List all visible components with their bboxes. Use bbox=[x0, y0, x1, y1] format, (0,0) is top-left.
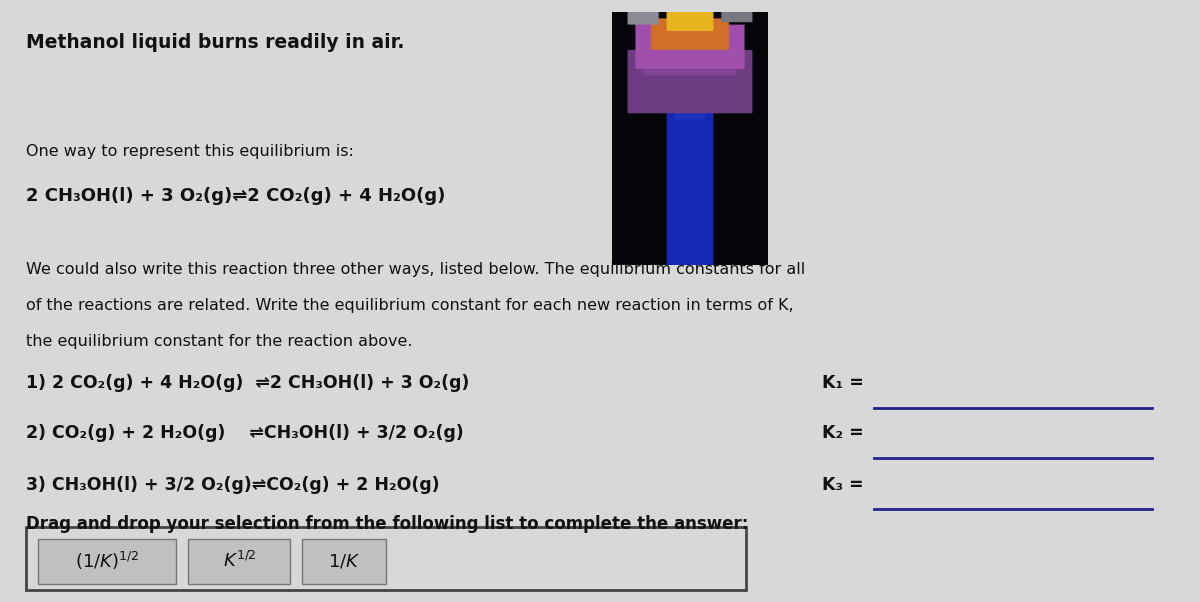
Text: 2 CH₃OH(l) + 3 O₂(g)⇌2 CO₂(g) + 4 H₂O(g): 2 CH₃OH(l) + 3 O₂(g)⇌2 CO₂(g) + 4 H₂O(g) bbox=[26, 187, 445, 205]
Text: 1) 2 CO₂(g) + 4 H₂O(g)  ⇌2 CH₃OH(l) + 3 O₂(g): 1) 2 CO₂(g) + 4 H₂O(g) ⇌2 CH₃OH(l) + 3 O… bbox=[26, 374, 469, 393]
Text: $(1/K)^{1/2}$: $(1/K)^{1/2}$ bbox=[76, 550, 139, 573]
Text: K₂ =: K₂ = bbox=[822, 424, 864, 442]
Text: $K^{1/2}$: $K^{1/2}$ bbox=[222, 551, 257, 571]
Text: Drag and drop your selection from the following list to complete the answer:: Drag and drop your selection from the fo… bbox=[26, 515, 749, 533]
Text: $1/K$: $1/K$ bbox=[328, 553, 361, 570]
Text: K₃ =: K₃ = bbox=[822, 476, 864, 494]
Text: 2) CO₂(g) + 2 H₂O(g)    ⇌CH₃OH(l) + 3/2 O₂(g): 2) CO₂(g) + 2 H₂O(g) ⇌CH₃OH(l) + 3/2 O₂(… bbox=[26, 424, 464, 442]
Text: We could also write this reaction three other ways, listed below. The equilibriu: We could also write this reaction three … bbox=[26, 262, 805, 277]
Text: Methanol liquid burns readily in air.: Methanol liquid burns readily in air. bbox=[26, 33, 404, 52]
Text: K₁ =: K₁ = bbox=[822, 374, 864, 393]
Text: 3) CH₃OH(l) + 3/2 O₂(g)⇌CO₂(g) + 2 H₂O(g): 3) CH₃OH(l) + 3/2 O₂(g)⇌CO₂(g) + 2 H₂O(g… bbox=[26, 476, 440, 494]
Text: the equilibrium constant for the reaction above.: the equilibrium constant for the reactio… bbox=[26, 334, 413, 349]
Text: of the reactions are related. Write the equilibrium constant for each new reacti: of the reactions are related. Write the … bbox=[26, 298, 794, 313]
Text: One way to represent this equilibrium is:: One way to represent this equilibrium is… bbox=[26, 144, 354, 160]
